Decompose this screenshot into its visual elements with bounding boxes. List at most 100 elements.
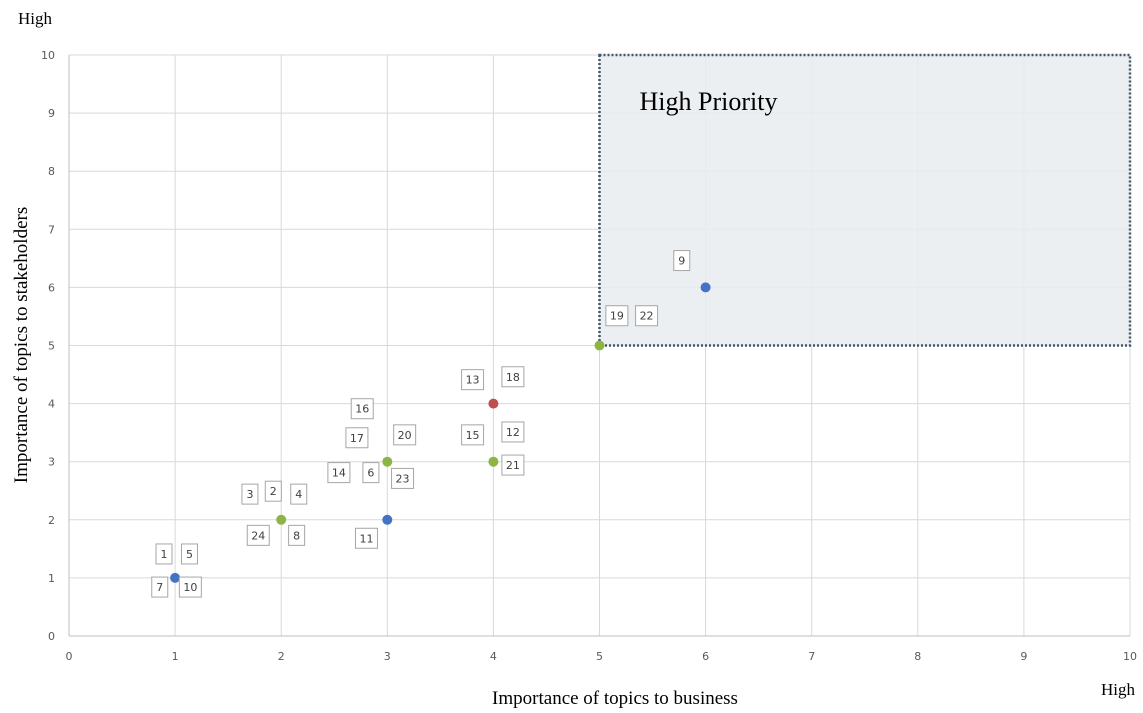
point-label-box <box>673 250 691 272</box>
x-tick-label: 9 <box>1020 650 1027 663</box>
y-high-label: High <box>18 9 53 28</box>
point-label-text: 6 <box>367 467 374 480</box>
point-label-text: 4 <box>295 488 302 501</box>
point-label-box <box>327 462 351 484</box>
point-label-text: 5 <box>186 548 193 561</box>
point-label-box <box>362 462 380 484</box>
y-tick-label: 1 <box>48 572 55 585</box>
point-label-box <box>264 480 282 502</box>
x-tick-label: 2 <box>278 650 285 663</box>
point-label: 6 <box>362 462 380 484</box>
point-label: 1 <box>155 543 173 565</box>
x-tick-label: 4 <box>490 650 497 663</box>
point-label: 5 <box>180 543 198 565</box>
point-label: 2 <box>264 480 282 502</box>
point-label-text: 16 <box>355 403 369 416</box>
point-label-box <box>393 424 417 446</box>
point-label-box <box>501 421 525 443</box>
point-label-box <box>605 305 629 327</box>
data-point <box>488 456 499 467</box>
point-label: 4 <box>290 483 308 505</box>
x-tick-label: 5 <box>596 650 603 663</box>
y-tick-label: 2 <box>48 514 55 527</box>
data-point <box>382 514 393 525</box>
point-label-box <box>246 524 270 546</box>
axes <box>68 55 1130 637</box>
point-label: 20 <box>393 424 417 446</box>
x-tick-label: 7 <box>808 650 815 663</box>
point-label: 12 <box>501 421 525 443</box>
x-axis-label: Importance of topics to business <box>492 688 738 709</box>
point-label: 16 <box>350 398 374 420</box>
point-label-text: 10 <box>183 581 197 594</box>
point-label-text: 13 <box>466 374 480 387</box>
y-tick-labels: 0 1 2 3 4 5 6 7 8 9 10 <box>41 49 55 643</box>
point-label-text: 19 <box>610 310 624 323</box>
point-label-box <box>350 398 374 420</box>
point-label: 10 <box>178 576 202 598</box>
point-label: 13 <box>461 369 485 391</box>
data-point <box>700 282 711 293</box>
point-label-text: 12 <box>506 426 520 439</box>
point-label-box <box>151 576 169 598</box>
point-label-box <box>290 483 308 505</box>
point-label-text: 21 <box>506 459 520 472</box>
point-label: 15 <box>461 424 485 446</box>
x-tick-label: 8 <box>914 650 921 663</box>
point-label: 11 <box>354 527 378 549</box>
x-tick-label: 6 <box>702 650 709 663</box>
point-label-text: 23 <box>396 472 410 485</box>
point-label-text: 11 <box>359 532 373 545</box>
point-label: 19 <box>605 305 629 327</box>
point-label-text: 22 <box>640 310 654 323</box>
data-point <box>488 398 499 409</box>
y-tick-label: 0 <box>48 630 55 643</box>
data-point <box>276 514 287 525</box>
point-label-text: 17 <box>350 432 364 445</box>
point-label-text: 3 <box>246 488 253 501</box>
y-axis-label: Importance of topics to stakeholders <box>11 207 32 483</box>
point-label-box <box>501 454 525 476</box>
x-high-label: High <box>1101 680 1136 699</box>
data-points <box>170 282 711 583</box>
point-label-text: 14 <box>332 467 346 480</box>
point-label-box <box>461 369 485 391</box>
point-label-text: 1 <box>161 548 168 561</box>
point-label-box <box>501 366 525 388</box>
point-label: 24 <box>246 524 270 546</box>
y-tick-label: 4 <box>48 398 55 411</box>
point-label-text: 9 <box>678 255 685 268</box>
y-tick-label: 8 <box>48 165 55 178</box>
y-tick-label: 10 <box>41 49 55 62</box>
point-label-box <box>345 427 369 449</box>
y-tick-label: 6 <box>48 281 55 294</box>
high-priority-region <box>598 53 1132 347</box>
point-label: 14 <box>327 462 351 484</box>
data-point <box>382 456 393 467</box>
point-label-box <box>354 527 378 549</box>
point-label-text: 8 <box>293 529 300 542</box>
point-label-box <box>241 483 259 505</box>
x-tick-label: 0 <box>66 650 73 663</box>
x-tick-label: 3 <box>384 650 391 663</box>
point-label: 7 <box>151 576 169 598</box>
point-label-box <box>461 424 485 446</box>
point-label-text: 18 <box>506 371 520 384</box>
high-priority-label: High Priority <box>640 87 778 116</box>
y-tick-label: 3 <box>48 456 55 469</box>
point-label: 3 <box>241 483 259 505</box>
point-label: 18 <box>501 366 525 388</box>
point-label-box <box>180 543 198 565</box>
data-point <box>594 340 605 351</box>
point-label: 8 <box>288 524 306 546</box>
point-label-box <box>178 576 202 598</box>
point-label-text: 7 <box>156 581 163 594</box>
y-tick-label: 9 <box>48 107 55 120</box>
point-label-box <box>155 543 173 565</box>
point-label: 22 <box>635 305 659 327</box>
point-label-box <box>288 524 306 546</box>
x-tick-label: 10 <box>1123 650 1137 663</box>
point-label-box <box>391 467 415 489</box>
